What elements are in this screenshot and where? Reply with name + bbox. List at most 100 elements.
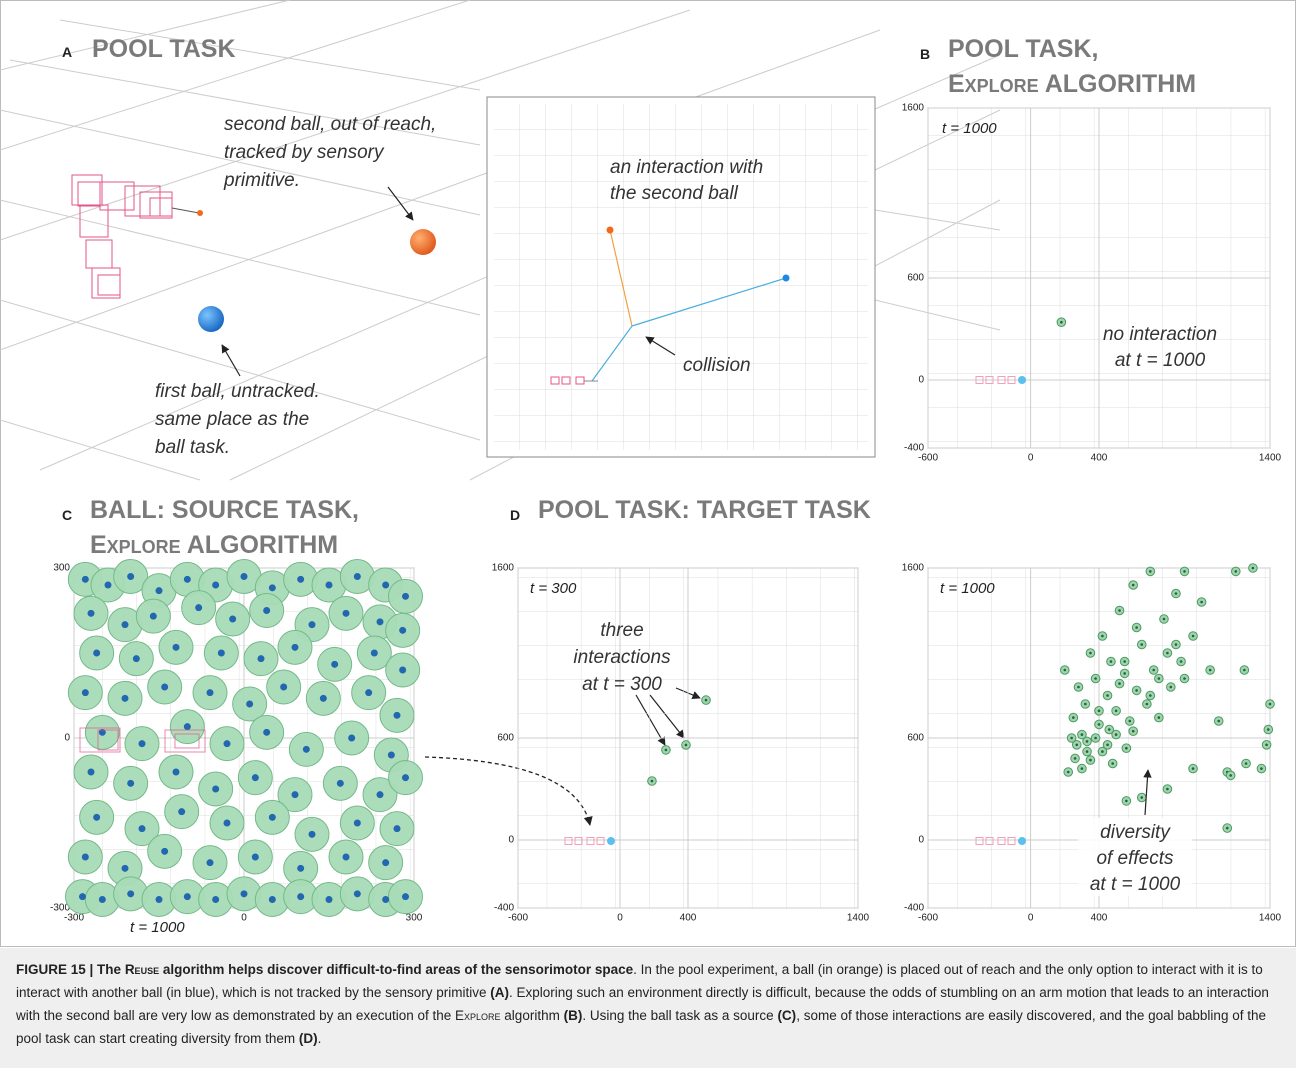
point-center xyxy=(1125,746,1128,750)
point xyxy=(308,621,316,629)
y-tick-label: 1600 xyxy=(902,563,925,574)
point-center xyxy=(1135,626,1138,629)
point xyxy=(127,573,135,580)
label-bg xyxy=(1078,818,1192,896)
arrow xyxy=(387,186,414,221)
point xyxy=(212,785,220,793)
point xyxy=(183,723,191,731)
point xyxy=(155,896,163,903)
arm-icon xyxy=(975,376,1016,384)
time-label: t = 1000 xyxy=(942,120,997,137)
x-tick-label: 0 xyxy=(617,913,623,924)
point-center xyxy=(1114,709,1118,713)
point xyxy=(98,728,106,736)
annotation: interactions xyxy=(573,647,671,668)
point xyxy=(393,825,401,833)
point xyxy=(206,689,214,697)
panel-label: B xyxy=(920,46,930,62)
point-center xyxy=(1135,689,1138,692)
caption: FIGURE 15 | The Reuse algorithm helps di… xyxy=(0,948,1296,1068)
arm-icon xyxy=(564,837,605,845)
point-center xyxy=(1140,643,1144,646)
point xyxy=(121,864,129,872)
point xyxy=(291,643,299,651)
caption-text: Reuse xyxy=(124,962,160,977)
point xyxy=(121,621,129,629)
point xyxy=(212,896,220,903)
point-center xyxy=(1114,733,1118,736)
x-tick-label: 1400 xyxy=(847,913,870,924)
point-center xyxy=(1152,668,1156,672)
arm-segment xyxy=(596,837,605,845)
arm-tip xyxy=(197,210,203,216)
second-ball xyxy=(410,229,436,255)
point-center xyxy=(1085,750,1089,753)
point-center xyxy=(1094,677,1097,680)
caption-text: . xyxy=(317,1031,322,1046)
caption-text: Explore xyxy=(455,1008,501,1023)
annotation: first ball, untracked. xyxy=(155,381,320,402)
annotation: diversity xyxy=(1100,822,1171,843)
x-tick-label: 300 xyxy=(406,913,423,924)
panel-title: POOL TASK, xyxy=(948,35,1098,63)
y-tick-label: 300 xyxy=(53,563,70,574)
annotation: of effects xyxy=(1096,848,1174,869)
point-center xyxy=(1229,774,1232,777)
point-center xyxy=(1200,600,1203,604)
point xyxy=(183,893,191,901)
arrow xyxy=(645,336,676,356)
point-center xyxy=(1123,660,1126,663)
point-center xyxy=(1101,750,1104,753)
blue-trajectory xyxy=(591,277,787,382)
point xyxy=(353,819,361,827)
annotation: at t = 300 xyxy=(582,674,662,695)
panel-label: A xyxy=(62,44,72,60)
y-tick-label: -300 xyxy=(50,903,70,914)
caption-text: algorithm xyxy=(500,1008,564,1023)
point xyxy=(223,740,231,748)
point xyxy=(342,609,350,617)
inset-arm xyxy=(550,376,598,385)
point-center xyxy=(1208,668,1212,672)
point-center xyxy=(1106,694,1109,697)
point-center xyxy=(1118,682,1121,685)
arrow xyxy=(221,344,241,377)
orange-trajectory xyxy=(609,229,633,327)
point xyxy=(325,896,333,903)
point-center xyxy=(1179,660,1183,663)
point xyxy=(263,728,271,736)
point-center xyxy=(1145,702,1149,706)
arm-segment xyxy=(586,837,595,845)
caption-text: (B) xyxy=(563,1008,583,1023)
point-center xyxy=(1097,723,1101,726)
point-center xyxy=(1191,634,1195,638)
arrow xyxy=(1143,769,1152,816)
annotation: ball task. xyxy=(155,437,230,458)
point-center xyxy=(1118,609,1121,612)
point xyxy=(217,649,225,657)
point-center xyxy=(1162,617,1166,621)
arm-segment xyxy=(164,729,206,753)
point xyxy=(98,896,106,903)
annotation: at t = 1000 xyxy=(1090,874,1181,895)
x-tick-label: 0 xyxy=(241,913,247,924)
point-center xyxy=(1140,796,1144,799)
arm-segment xyxy=(97,729,119,751)
caption-text: . In the pool experiment, a ball (in ora… xyxy=(16,962,1263,1000)
point xyxy=(79,893,86,901)
x-tick-label: 400 xyxy=(1091,453,1108,464)
point xyxy=(121,694,129,702)
blue-ball xyxy=(782,274,790,282)
x-tick-label: 1400 xyxy=(1259,913,1282,924)
point-center xyxy=(1268,702,1272,706)
caption-text: (D) xyxy=(298,1031,318,1046)
point-center xyxy=(1080,767,1084,770)
annotation: primitive. xyxy=(223,170,300,191)
point xyxy=(291,791,299,799)
point-center xyxy=(1085,740,1089,743)
y-tick-label: 1600 xyxy=(902,103,925,114)
caption-text: FIGURE 15 | The xyxy=(16,962,125,977)
arm-segment xyxy=(79,727,121,753)
point xyxy=(325,581,333,589)
point-center xyxy=(1234,570,1238,573)
